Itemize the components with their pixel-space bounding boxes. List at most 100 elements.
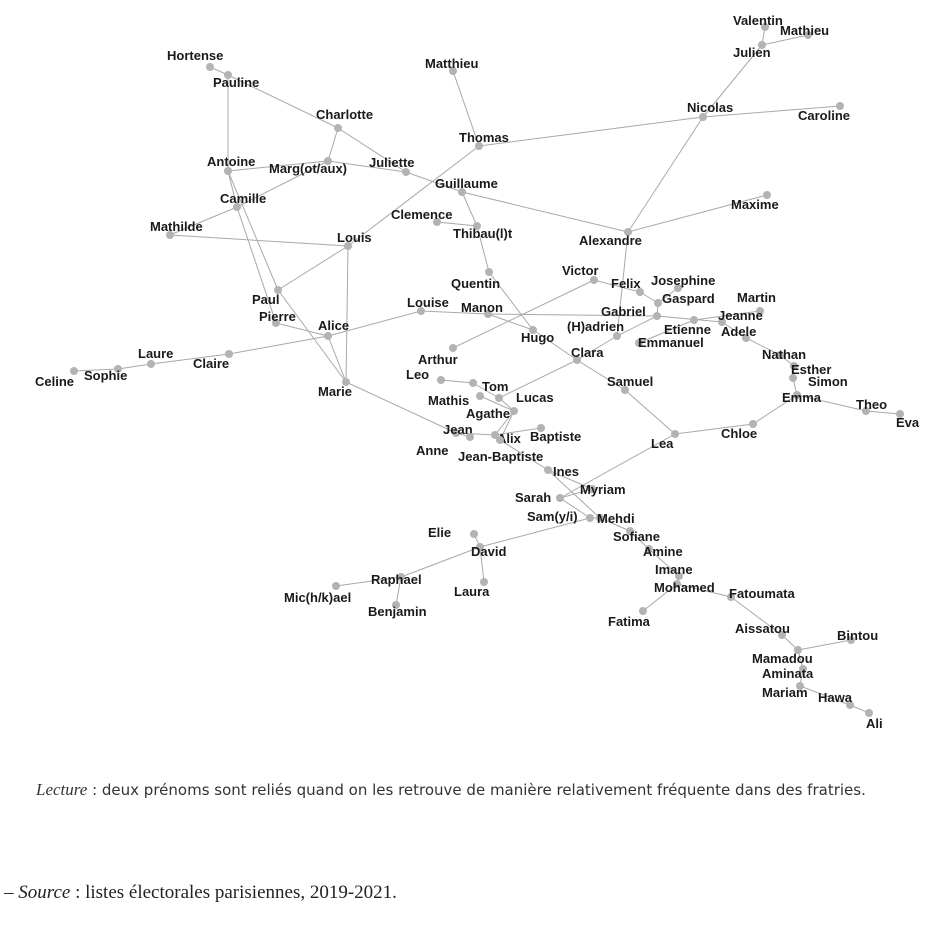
node-label-mathilde: Mathilde	[150, 219, 203, 234]
node-dot-sarah	[556, 494, 564, 502]
node-dot-benjamin	[392, 601, 400, 609]
node-marie: Marie	[318, 378, 352, 399]
node-dot-fatima	[639, 607, 647, 615]
node-dot-marie	[342, 378, 350, 386]
reading-text: : deux prénoms sont reliés quand on les …	[87, 781, 866, 799]
source-text: : listes électorales parisiennes, 2019-2…	[70, 882, 397, 903]
node-dot-josephine	[674, 284, 682, 292]
node-label-laure: Laure	[138, 346, 173, 361]
node-mathieu: Mathieu	[780, 23, 829, 39]
edge-samuel-lea	[624, 389, 676, 435]
node-label-nathan: Nathan	[762, 347, 806, 362]
node-dot-clemence	[433, 218, 441, 226]
node-label-charlotte: Charlotte	[316, 107, 373, 122]
edge-hadrien-clara	[576, 335, 618, 361]
node-mehdi: Mehdi	[596, 511, 635, 526]
node-dot-leo	[437, 376, 445, 384]
node-mohamed: Mohamed	[654, 580, 715, 595]
node-antoine: Antoine	[207, 154, 255, 175]
edge-alix-baptiste	[494, 427, 542, 436]
node-claire: Claire	[193, 350, 233, 371]
node-dot-charlotte	[334, 124, 342, 132]
node-margot: Marg(ot/aux)	[269, 157, 347, 176]
node-dot-laura	[480, 578, 488, 586]
node-dot-aissatou	[778, 631, 786, 639]
edge-louis-paul	[277, 245, 349, 291]
node-label-mamadou: Mamadou	[752, 651, 813, 666]
edge-quentin-hugo	[488, 271, 534, 331]
node-label-mathis: Mathis	[428, 393, 469, 408]
node-dot-simon	[789, 374, 797, 382]
edge-agathe-alix	[494, 410, 515, 436]
edge-guillaume-alexandre	[461, 191, 629, 233]
node-dot-pauline	[224, 71, 232, 79]
node-dot-chloe	[749, 420, 757, 428]
edge-louis-marie	[345, 245, 349, 383]
edge-nicolas-alexandre	[627, 116, 704, 233]
node-matthieu: Matthieu	[425, 56, 479, 75]
node-dot-bintou	[847, 636, 855, 644]
edge-fatoumata-aissatou	[730, 596, 783, 636]
node-label-mehdi: Mehdi	[597, 511, 635, 526]
node-label-pierre: Pierre	[259, 309, 296, 324]
node-dot-guillaume	[458, 188, 466, 196]
node-dot-imane	[675, 572, 683, 580]
edge-victor-felix	[593, 279, 641, 293]
edge-emma-theo	[796, 394, 867, 412]
edge-gabriel-jeanne	[656, 315, 723, 323]
node-label-sofiane: Sofiane	[613, 529, 660, 544]
node-chloe: Chloe	[721, 420, 757, 441]
reading-label: Lecture	[36, 780, 88, 799]
edge-alice-claire	[228, 335, 329, 355]
node-clara: Clara	[571, 345, 604, 364]
node-felix: Felix	[611, 276, 644, 296]
node-raphael: Raphael	[371, 572, 422, 587]
edge-jean-baptiste-ines	[499, 439, 549, 471]
node-label-maxime: Maxime	[731, 197, 779, 212]
node-label-gabriel: Gabriel	[601, 304, 646, 319]
node-louis: Louis	[337, 230, 372, 250]
edge-antoine-camille	[227, 170, 238, 208]
node-dot-adele	[742, 334, 750, 342]
edge-antoine-paul	[227, 170, 279, 291]
node-hawa: Hawa	[818, 690, 854, 709]
node-dot-tom	[469, 379, 477, 387]
node-manon: Manon	[461, 300, 503, 318]
node-dot-agathe	[510, 407, 518, 415]
node-dot-gaspard	[654, 299, 662, 307]
node-jean: Jean	[443, 422, 473, 437]
node-label-celine: Celine	[35, 374, 74, 389]
node-dot-mathieu	[804, 31, 812, 39]
node-camille: Camille	[220, 191, 266, 211]
node-dot-antoine	[224, 167, 232, 175]
node-jeanne: Jeanne	[718, 308, 763, 326]
edge-nicolas-caroline	[702, 105, 841, 118]
node-dot-paul	[274, 286, 282, 294]
node-elie: Elie	[428, 525, 478, 540]
node-aminata: Aminata	[762, 665, 814, 681]
node-label-samy: Sam(y/i)	[527, 509, 578, 524]
node-label-tom: Tom	[482, 379, 508, 394]
node-dot-pierre	[272, 319, 280, 327]
node-label-samuel: Samuel	[607, 374, 653, 389]
node-mathis: Mathis	[428, 392, 484, 408]
edge-clemence-thibault	[436, 221, 478, 227]
edge-jean-alix	[455, 432, 496, 436]
node-label-baptiste: Baptiste	[530, 429, 581, 444]
edge-emma-chloe	[752, 394, 798, 425]
node-hadrien: (H)adrien	[567, 319, 624, 340]
source-label: Source	[18, 882, 71, 903]
node-lea: Lea	[651, 430, 679, 451]
node-label-fatoumata: Fatoumata	[729, 586, 796, 601]
node-martin: Martin	[737, 290, 776, 315]
node-laura: Laura	[454, 578, 490, 599]
node-clemence: Clemence	[391, 207, 452, 226]
edge-juliette-guillaume	[405, 171, 463, 193]
node-dot-nathan	[776, 351, 784, 359]
edge-tom-lucas	[472, 382, 500, 399]
edge-david-laura	[479, 546, 485, 583]
node-hortense: Hortense	[167, 48, 223, 71]
node-dot-baptiste	[537, 424, 545, 432]
node-dot-hadrien	[613, 332, 621, 340]
node-fatima: Fatima	[608, 607, 651, 629]
